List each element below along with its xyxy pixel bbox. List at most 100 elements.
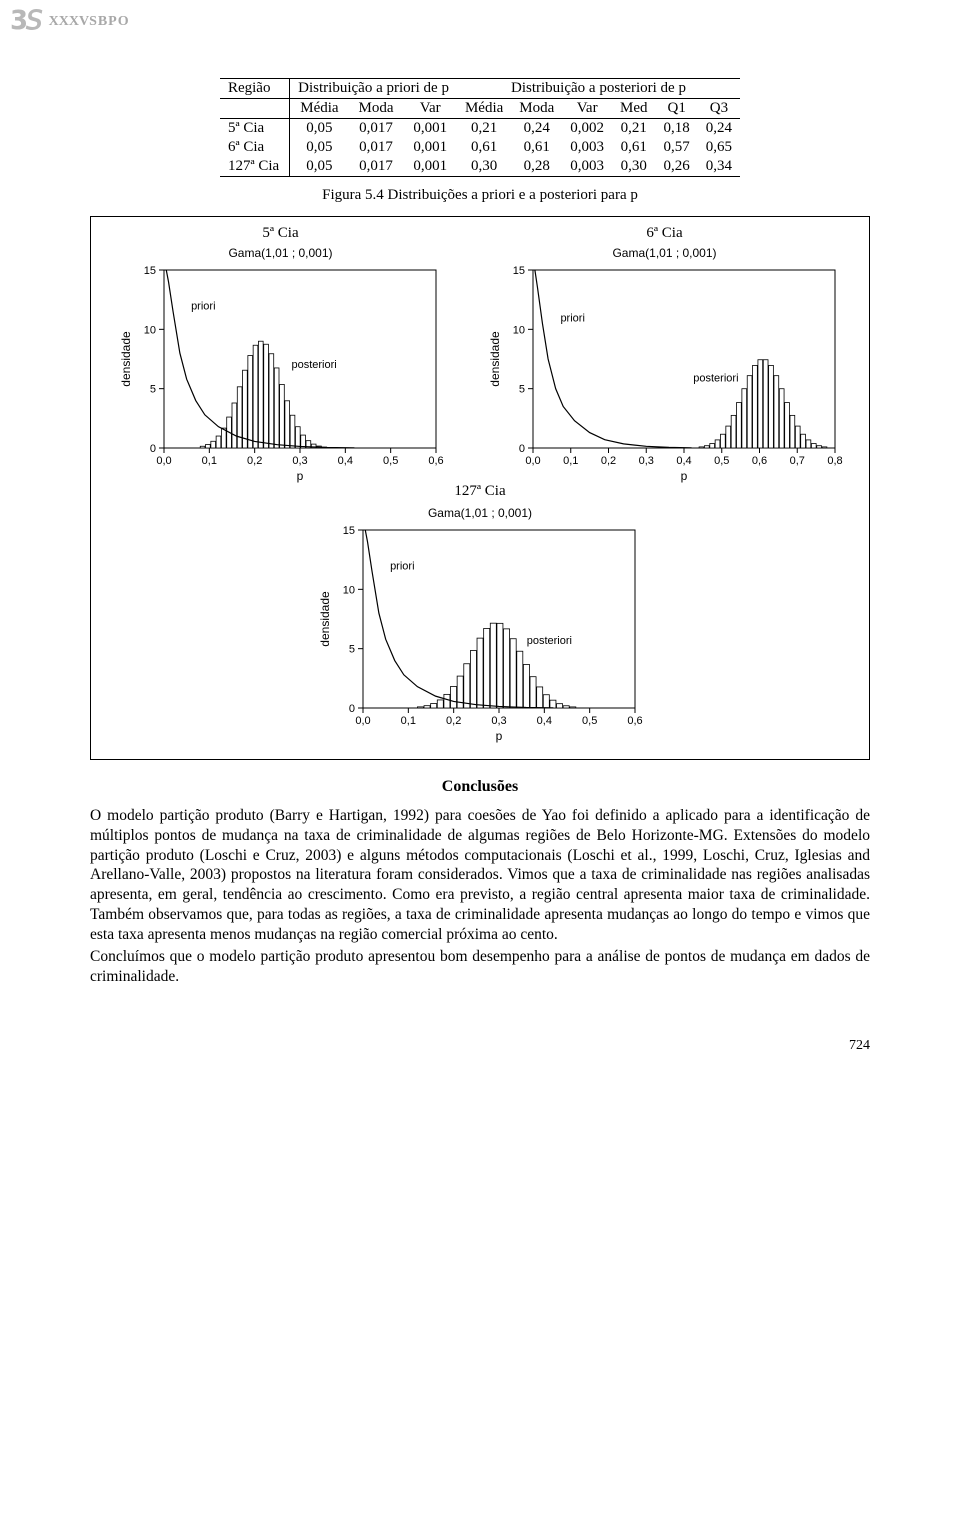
svg-text:0,3: 0,3 [638, 455, 653, 467]
th-sub-9: Q3 [698, 99, 740, 119]
svg-text:densidade: densidade [119, 331, 133, 387]
table-cell: 127ª Cia [220, 157, 290, 177]
chart-a: 0 5 10 15 0,0 0,1 0,2 0,3 0,4 0,5 0,6 p densidade pri… [116, 264, 446, 484]
chart-c: 0510150,00,10,20,30,40,50,6pdensidadepri… [315, 524, 645, 744]
svg-text:0: 0 [349, 703, 355, 715]
table-cell: 0,017 [349, 157, 404, 177]
table-cell: 0,57 [656, 138, 698, 157]
th-priori: Distribuição a priori de p [290, 79, 457, 99]
figure-caption: Figura 5.4 Distribuições a priori e a po… [90, 187, 870, 204]
th-sub-0 [220, 99, 290, 119]
svg-text:0,0: 0,0 [355, 715, 370, 727]
svg-text:0,3: 0,3 [292, 455, 307, 467]
svg-text:densidade: densidade [488, 331, 502, 387]
svg-text:10: 10 [343, 584, 355, 596]
table-cell: 0,05 [290, 119, 349, 139]
svg-text:0,6: 0,6 [627, 715, 642, 727]
svg-text:p: p [296, 469, 303, 483]
svg-text:0: 0 [518, 443, 524, 455]
svg-text:0,6: 0,6 [428, 455, 443, 467]
table-cell: 0,30 [612, 157, 656, 177]
chart-a-title: 5ª Cia [116, 225, 446, 242]
table-cell: 0,26 [656, 157, 698, 177]
table-cell: 0,24 [511, 119, 562, 139]
logo-swirl-icon: 𝟯𝘚 [10, 6, 41, 36]
chart-b: 0510150,00,10,20,30,40,50,60,70,8pdensid… [485, 264, 845, 484]
table-cell: 0,65 [698, 138, 740, 157]
th-sub-4: Média [457, 99, 511, 119]
svg-text:posteriori: posteriori [527, 635, 572, 647]
svg-text:15: 15 [343, 525, 355, 537]
table-cell: 0,24 [698, 119, 740, 139]
svg-text:0,4: 0,4 [337, 455, 352, 467]
table-cell: 0,05 [290, 157, 349, 177]
chart-a-subtitle: Gama(1,01 ; 0,001) [116, 246, 446, 260]
stats-table: Região Distribuição a priori de p Distri… [220, 78, 740, 177]
svg-text:0,3: 0,3 [491, 715, 506, 727]
svg-text:0,2: 0,2 [446, 715, 461, 727]
svg-text:0: 0 [149, 443, 155, 455]
svg-text:posteriori: posteriori [291, 359, 336, 371]
table-cell: 0,18 [656, 119, 698, 139]
conclusion-p2: Concluímos que o modelo partição produto… [90, 947, 870, 987]
svg-text:15: 15 [512, 265, 524, 277]
svg-text:0,1: 0,1 [201, 455, 216, 467]
page-header: 𝟯𝘚 XXXVSBPO [0, 0, 960, 50]
table-cell: 0,017 [349, 119, 404, 139]
th-sub-5: Moda [511, 99, 562, 119]
svg-text:priori: priori [191, 301, 215, 313]
svg-text:0,5: 0,5 [582, 715, 597, 727]
logo-sbpo: SBPO [89, 14, 130, 29]
svg-text:0,7: 0,7 [789, 455, 804, 467]
th-sub-7: Med [612, 99, 656, 119]
th-sub-8: Q1 [656, 99, 698, 119]
th-regiao: Região [220, 79, 290, 99]
svg-text:priori: priori [560, 312, 584, 324]
th-sub-1: Média [290, 99, 349, 119]
th-sub-2: Moda [349, 99, 404, 119]
svg-text:0,1: 0,1 [401, 715, 416, 727]
table-cell: 0,001 [403, 157, 457, 177]
table-cell: 0,003 [562, 138, 612, 157]
chart-b-title: 6ª Cia [485, 225, 845, 242]
table-cell: 6ª Cia [220, 138, 290, 157]
table-cell: 0,05 [290, 138, 349, 157]
table-cell: 0,61 [511, 138, 562, 157]
svg-text:0,0: 0,0 [156, 455, 171, 467]
svg-text:0,0: 0,0 [525, 455, 540, 467]
table-cell: 0,61 [457, 138, 511, 157]
svg-text:0,5: 0,5 [383, 455, 398, 467]
svg-text:5: 5 [149, 384, 155, 396]
table-cell: 0,21 [612, 119, 656, 139]
svg-text:15: 15 [143, 265, 155, 277]
table-cell: 0,61 [612, 138, 656, 157]
svg-text:10: 10 [143, 324, 155, 336]
logo-roman: XXXV [49, 14, 89, 29]
th-posteriori: Distribuição a posteriori de p [457, 79, 740, 99]
svg-text:10: 10 [512, 324, 524, 336]
svg-text:priori: priori [390, 561, 414, 573]
table-cell: 0,30 [457, 157, 511, 177]
svg-text:5: 5 [349, 644, 355, 656]
table-cell: 0,002 [562, 119, 612, 139]
svg-text:p: p [496, 729, 503, 743]
svg-text:0,6: 0,6 [751, 455, 766, 467]
svg-text:0,4: 0,4 [537, 715, 552, 727]
svg-text:0,2: 0,2 [247, 455, 262, 467]
table-cell: 5ª Cia [220, 119, 290, 139]
page-number: 724 [0, 1028, 960, 1068]
svg-text:0,2: 0,2 [600, 455, 615, 467]
svg-text:0,5: 0,5 [714, 455, 729, 467]
figure-box: 5ª Cia Gama(1,01 ; 0,001) 0 5 10 15 0,0 0,1 0,… [90, 216, 870, 760]
table-cell: 0,28 [511, 157, 562, 177]
svg-text:0,8: 0,8 [827, 455, 842, 467]
table-cell: 0,003 [562, 157, 612, 177]
chart-b-subtitle: Gama(1,01 ; 0,001) [485, 246, 845, 260]
svg-text:0,4: 0,4 [676, 455, 691, 467]
svg-text:5: 5 [518, 384, 524, 396]
table-cell: 0,001 [403, 138, 457, 157]
chart-c-subtitle: Gama(1,01 ; 0,001) [315, 506, 645, 520]
table-cell: 0,001 [403, 119, 457, 139]
th-sub-6: Var [562, 99, 612, 119]
svg-text:p: p [680, 469, 687, 483]
